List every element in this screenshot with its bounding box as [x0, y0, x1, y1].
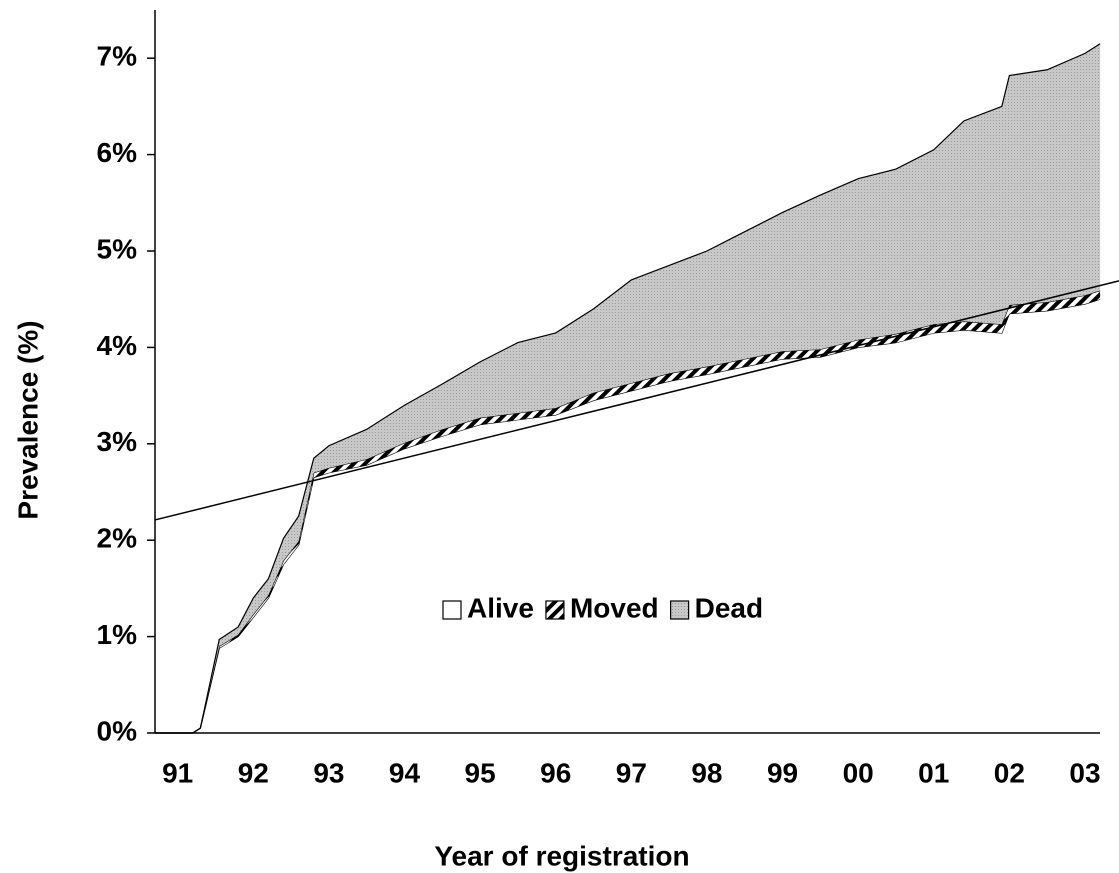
x-axis-title: Year of registration: [434, 840, 689, 871]
area-edge: [155, 43, 1101, 734]
y-tick-label: 4%: [97, 330, 138, 361]
x-tick-label: 99: [767, 757, 798, 788]
legend-label: Alive: [467, 592, 534, 623]
y-axis-title: Prevalence (%): [12, 320, 43, 519]
plot-area: 0% 1% 2% 3% 4% 5% 6% 7% 91 92 93 94 95 96 97 98 99 00 01 02…: [97, 10, 1119, 788]
x-tick-label: 96: [540, 757, 571, 788]
x-tick-label: 01: [918, 757, 949, 788]
x-tick-label: 95: [465, 757, 496, 788]
legend-swatch: [670, 600, 690, 620]
x-tick-label: 93: [313, 757, 344, 788]
legend-label: Moved: [570, 592, 659, 623]
y-tick-label: 2%: [97, 523, 138, 554]
area-fill: [155, 43, 1101, 734]
x-tick-label: 98: [691, 757, 722, 788]
x-tick-label: 00: [843, 757, 874, 788]
y-tick-label: 7%: [97, 41, 138, 72]
x-tick-label: 91: [162, 757, 193, 788]
legend: Alive Moved Dead: [442, 592, 763, 623]
y-tick-label: 3%: [97, 426, 138, 457]
x-tick-label: 94: [389, 757, 421, 788]
x-tick-label: 97: [616, 757, 647, 788]
y-tick-label: 1%: [97, 619, 138, 650]
x-tick-label: 92: [238, 757, 269, 788]
trend-line: [154, 280, 1119, 521]
legend-swatch: [545, 600, 565, 620]
y-tick-label: 6%: [97, 137, 138, 168]
y-tick-label: 5%: [97, 233, 138, 264]
y-tick-label: 0%: [97, 715, 138, 746]
legend-swatch: [442, 600, 462, 620]
area-fill: [155, 299, 1101, 733]
x-tick-label: 02: [994, 757, 1025, 788]
x-tick-label: 03: [1069, 757, 1100, 788]
legend-label: Dead: [695, 592, 763, 623]
